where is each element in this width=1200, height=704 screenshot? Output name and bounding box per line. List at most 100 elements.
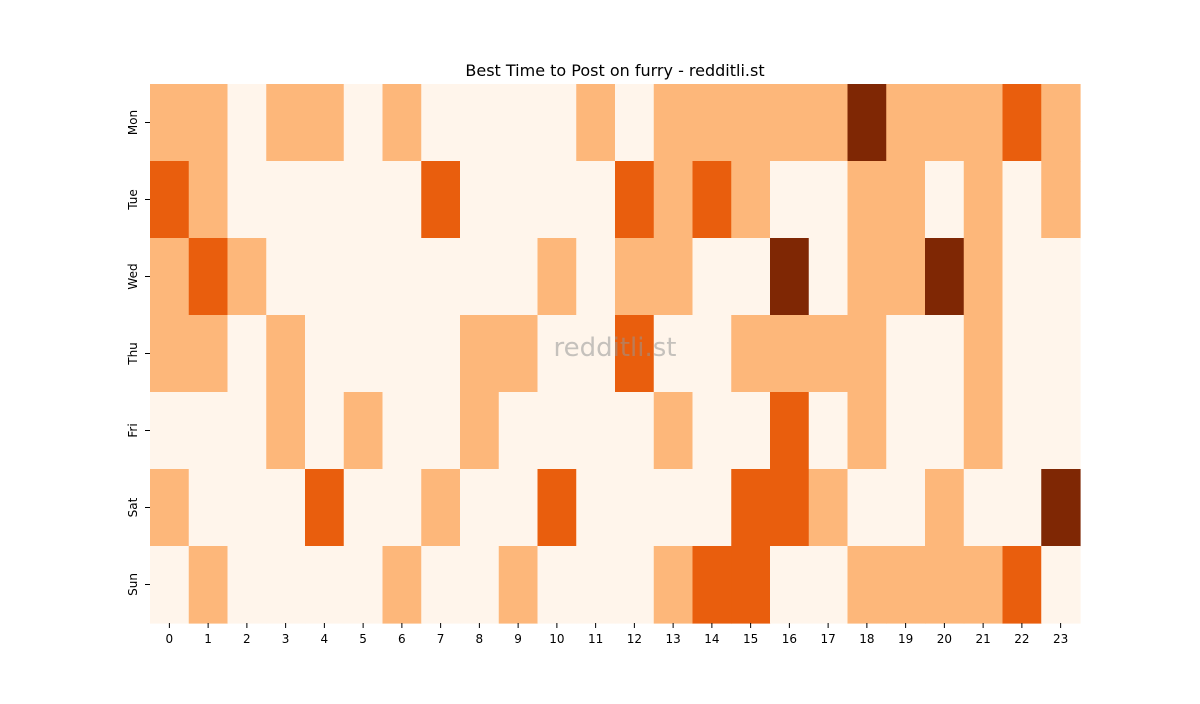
heatmap-cell-sat-22	[1002, 469, 1042, 547]
heatmap-cell-tue-11	[576, 161, 616, 239]
x-tick-label-16: 16	[782, 632, 797, 646]
heatmap-cell-thu-16	[770, 315, 810, 393]
heatmap-cell-fri-13	[653, 392, 694, 470]
heatmap-cell-sun-6	[382, 546, 422, 624]
heatmap-cell-mon-17	[808, 84, 849, 162]
heatmap-cell-sat-6	[382, 469, 422, 547]
heatmap-cell-fri-3	[266, 392, 306, 470]
heatmap-cell-mon-3	[266, 84, 306, 162]
x-axis: 0 1 2 3 4 5 6 7 8 9 10 11 12 13 14 15 16 17 18 19 20 21 22 23	[166, 623, 1068, 646]
heatmap-cell-sun-7	[421, 546, 461, 624]
heatmap-cell-wed-23	[1041, 238, 1081, 316]
heatmap-cell-tue-9	[498, 161, 539, 239]
y-tick-label-tue: Tue	[126, 189, 140, 211]
heatmap-cell-thu-18	[847, 315, 887, 393]
heatmap-cell-wed-12	[615, 238, 655, 316]
y-tick-label-sat: Sat	[126, 497, 140, 517]
heatmap-cell-fri-15	[731, 392, 771, 470]
heatmap-cell-wed-6	[382, 238, 422, 316]
heatmap-cell-sun-14	[692, 546, 732, 624]
heatmap-cell-sun-19	[886, 546, 926, 624]
heatmap-cell-tue-5	[343, 161, 384, 239]
heatmap-cell-mon-14	[692, 84, 732, 162]
heatmap-cell-sun-11	[576, 546, 616, 624]
x-tick-label-10: 10	[549, 632, 564, 646]
heatmap-cell-sat-11	[576, 469, 616, 547]
heatmap-cell-fri-2	[227, 392, 267, 470]
heatmap-cell-mon-0	[150, 84, 190, 162]
x-tick-label-11: 11	[588, 632, 603, 646]
heatmap-cell-wed-3	[266, 238, 306, 316]
heatmap-cell-tue-15	[731, 161, 771, 239]
x-tick-label-3: 3	[282, 632, 290, 646]
heatmap-cell-mon-12	[615, 84, 655, 162]
heatmap-cell-sat-0	[150, 469, 190, 547]
heatmap-cell-mon-20	[925, 84, 965, 162]
heatmap-cell-sat-2	[227, 469, 267, 547]
heatmap-cell-thu-1	[188, 315, 229, 393]
heatmap-cell-thu-9	[498, 315, 539, 393]
heatmap-cell-fri-14	[692, 392, 732, 470]
heatmap-cell-wed-15	[731, 238, 771, 316]
heatmap-cell-tue-19	[886, 161, 926, 239]
heatmap-cell-fri-12	[615, 392, 655, 470]
heatmap-cell-wed-16	[770, 238, 810, 316]
x-tick-label-18: 18	[859, 632, 874, 646]
y-tick-label-wed: Wed	[126, 263, 140, 289]
heatmap-cell-sun-20	[925, 546, 965, 624]
heatmap-cell-fri-1	[188, 392, 229, 470]
heatmap-cell-thu-5	[343, 315, 384, 393]
heatmap-cell-fri-4	[305, 392, 345, 470]
x-tick-label-14: 14	[704, 632, 719, 646]
y-tick-label-thu: Thu	[126, 342, 140, 366]
heatmap-cell-tue-12	[615, 161, 655, 239]
x-tick-label-17: 17	[820, 632, 835, 646]
heatmap-cell-thu-23	[1041, 315, 1081, 393]
x-tick-label-4: 4	[321, 632, 329, 646]
x-tick-label-7: 7	[437, 632, 445, 646]
heatmap-cell-fri-20	[925, 392, 965, 470]
heatmap-cell-wed-13	[653, 238, 694, 316]
heatmap-cell-wed-5	[343, 238, 384, 316]
heatmap-cell-sun-8	[460, 546, 500, 624]
heatmap-cell-fri-6	[382, 392, 422, 470]
x-tick-label-5: 5	[359, 632, 367, 646]
heatmap-cell-wed-19	[886, 238, 926, 316]
heatmap-cell-wed-14	[692, 238, 732, 316]
heatmap-cell-wed-8	[460, 238, 500, 316]
heatmap-cell-sun-21	[963, 546, 1004, 624]
heatmap-cell-sat-3	[266, 469, 306, 547]
heatmap-cell-thu-11	[576, 315, 616, 393]
x-tick-label-2: 2	[243, 632, 251, 646]
heatmap-cell-fri-0	[150, 392, 190, 470]
heatmap-cell-sun-23	[1041, 546, 1081, 624]
heatmap-cell-tue-8	[460, 161, 500, 239]
heatmap-cell-thu-0	[150, 315, 190, 393]
heatmap-cell-mon-13	[653, 84, 694, 162]
heatmap-cell-wed-20	[925, 238, 965, 316]
heatmap-cell-sun-10	[537, 546, 577, 624]
heatmap-cell-mon-11	[576, 84, 616, 162]
heatmap-cell-sun-2	[227, 546, 267, 624]
heatmap-cell-tue-17	[808, 161, 849, 239]
heatmap-cell-sun-13	[653, 546, 694, 624]
heatmap-cell-thu-7	[421, 315, 461, 393]
x-tick-label-1: 1	[204, 632, 212, 646]
heatmap-cell-sun-18	[847, 546, 887, 624]
heatmap-cell-thu-6	[382, 315, 422, 393]
heatmap-cell-mon-7	[421, 84, 461, 162]
x-tick-label-15: 15	[743, 632, 758, 646]
heatmap-cell-tue-4	[305, 161, 345, 239]
y-tick-label-fri: Fri	[126, 423, 140, 437]
heatmap-cell-sat-16	[770, 469, 810, 547]
heatmap-cell-sun-17	[808, 546, 849, 624]
x-tick-label-0: 0	[166, 632, 174, 646]
y-tick-label-sun: Sun	[126, 573, 140, 596]
x-tick-label-9: 9	[514, 632, 522, 646]
heatmap-cell-thu-8	[460, 315, 500, 393]
heatmap-cell-sat-12	[615, 469, 655, 547]
heatmap-cell-mon-2	[227, 84, 267, 162]
heatmap-cell-sun-0	[150, 546, 190, 624]
x-tick-label-6: 6	[398, 632, 406, 646]
